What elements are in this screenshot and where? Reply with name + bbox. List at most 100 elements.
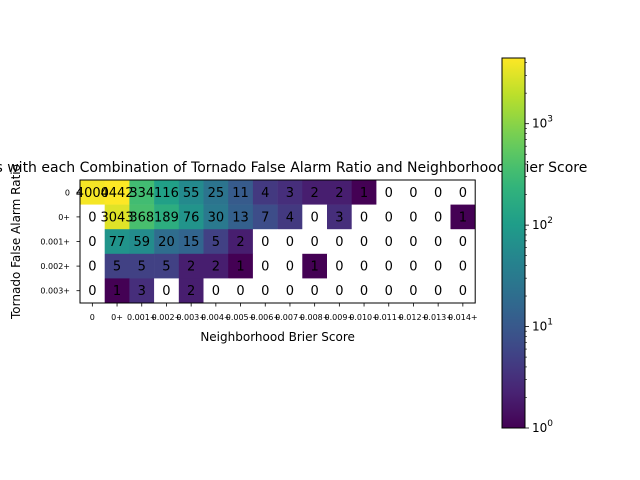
cell-value-label: 0: [335, 284, 343, 299]
cell-value-label: 30: [208, 210, 225, 225]
heatmap-cell: [252, 253, 278, 279]
x-tick-label: 0.001+: [127, 313, 157, 322]
heatmap-cell: [450, 204, 476, 230]
heatmap-cell: [302, 229, 328, 255]
heatmap-cell: [450, 253, 476, 279]
y-tick-label: 0.003+: [40, 287, 70, 296]
heatmap-cell: [425, 180, 451, 205]
x-tick-label: 0.004+: [201, 313, 231, 322]
cell-value-label: 0: [434, 260, 442, 275]
heatmap-cell: [351, 229, 377, 255]
cell-value-label: 0: [311, 235, 319, 250]
heatmap-cell: [450, 278, 476, 304]
heatmap-cell: [154, 180, 180, 205]
x-tick-label: 0.007+: [275, 313, 305, 322]
cell-value-label: 5: [212, 235, 220, 250]
cell-value-label: 3: [286, 186, 294, 201]
heatmap-cell: [104, 229, 130, 255]
heatmap-cell: [154, 278, 180, 304]
heatmap-cell: [351, 204, 377, 230]
cell-value-label: 55: [183, 186, 200, 201]
heatmap-cell: [351, 253, 377, 279]
heatmap-cell: [450, 229, 476, 255]
heatmap-cell: [252, 278, 278, 304]
cell-value-label: 0: [385, 235, 393, 250]
heatmap-cell: [327, 180, 352, 205]
heatmap-cell: [425, 278, 451, 304]
cell-value-label: 2: [187, 260, 195, 275]
cell-value-label: 334: [129, 186, 154, 201]
heatmap-cell: [425, 204, 451, 230]
heatmap-cell: [203, 278, 229, 304]
cell-value-label: 0: [434, 284, 442, 299]
heatmap-cell: [129, 253, 155, 279]
cell-value-label: 15: [183, 235, 200, 250]
cell-value-label: 0: [335, 235, 343, 250]
x-tick-label: 0.009+: [325, 313, 355, 322]
x-tick-label: 0+: [111, 313, 123, 322]
x-tick-label: 0.006+: [250, 313, 280, 322]
heatmap-cell: [154, 229, 180, 255]
x-tick-label: 0.010+: [349, 313, 379, 322]
cell-value-label: 0: [360, 235, 368, 250]
x-tick-label: 0.002+: [152, 313, 182, 322]
cell-value-label: 1: [236, 260, 244, 275]
cell-value-label: 0: [261, 235, 269, 250]
cell-value-label: 0: [88, 235, 96, 250]
heatmap-cell: [129, 204, 155, 230]
cell-value-label: 2: [236, 235, 244, 250]
y-tick-label: 0: [65, 188, 70, 197]
cell-value-label: 0: [162, 284, 170, 299]
heatmap-cell: [80, 180, 105, 205]
heatmap-cell: [327, 204, 352, 230]
cell-value-label: 116: [154, 186, 179, 201]
heatmap-cell: [450, 180, 476, 205]
heatmap-cell: [327, 229, 352, 255]
x-tick-label: 0.003+: [176, 313, 206, 322]
cell-value-label: 2: [311, 186, 319, 201]
heatmap-cell: [203, 253, 229, 279]
cell-value-label: 4: [286, 210, 294, 225]
heatmap-cell: [277, 204, 303, 230]
cell-value-label: 2: [335, 186, 343, 201]
cell-value-label: 0: [385, 210, 393, 225]
x-tick-label: 0: [90, 313, 95, 322]
cell-value-label: 2: [212, 260, 220, 275]
cell-value-label: 3: [335, 210, 343, 225]
heatmap-cell: [376, 278, 402, 304]
heatmap-cell: [277, 229, 303, 255]
heatmap-cell: [203, 229, 229, 255]
x-tick-label: 0.013+: [423, 313, 453, 322]
heatmap-cell: [178, 180, 204, 205]
cell-value-label: 1: [459, 210, 467, 225]
heatmap-cell: [302, 253, 328, 279]
cell-value-label: 0: [385, 260, 393, 275]
x-axis-ticks: 0 0+ 0.001+0.002+0.003+0.004+0.005+0.006+0…: [90, 303, 478, 322]
heatmap-cell: [376, 204, 402, 230]
heatmap-cell: [178, 229, 204, 255]
heatmap-cell: [252, 229, 278, 255]
colorbar-tick-label: 103: [532, 115, 553, 131]
cell-value-label: 0: [286, 235, 294, 250]
heatmap-cell: [425, 229, 451, 255]
cell-value-label: 0: [434, 210, 442, 225]
heatmap-cell: [80, 253, 105, 279]
cell-value-label: 0: [409, 235, 417, 250]
cell-value-label: 4000: [76, 186, 109, 201]
cell-value-label: 3: [138, 284, 146, 299]
cell-value-label: 5: [138, 260, 146, 275]
heatmap-cell: [252, 204, 278, 230]
heatmap-cell: [129, 180, 155, 205]
heatmap-cell: [203, 180, 229, 205]
chart-title: Days with each Combination of Tornado Fa…: [0, 160, 587, 176]
cell-value-label: 0: [335, 260, 343, 275]
cell-value-label: 0: [261, 284, 269, 299]
cell-value-label: 0: [286, 260, 294, 275]
heatmap-cell: [154, 204, 180, 230]
cell-value-label: 2: [187, 284, 195, 299]
heatmap-cell: [228, 253, 254, 279]
x-tick-label: 0.005+: [226, 313, 256, 322]
heatmap-cell: [425, 253, 451, 279]
cell-value-label: 0: [360, 210, 368, 225]
